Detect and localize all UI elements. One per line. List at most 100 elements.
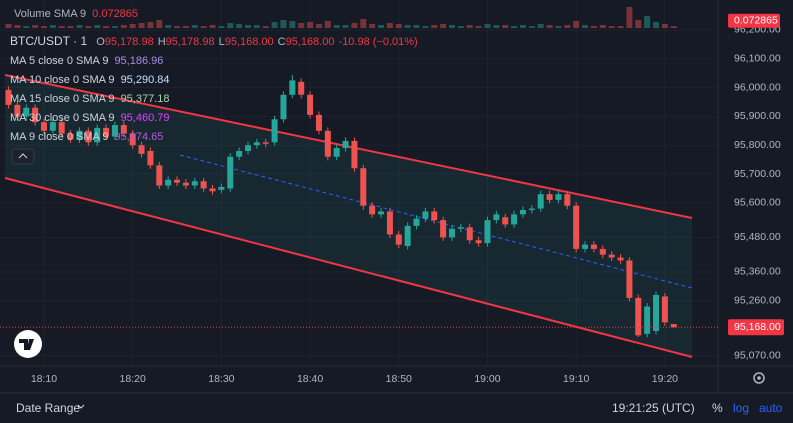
legend-item[interactable]: MA 10 close 0 SMA 9 95,290.84 <box>10 71 176 90</box>
volume-bar <box>502 25 509 28</box>
candle-body <box>156 165 163 186</box>
volume-bar <box>351 23 358 28</box>
collapse-button[interactable] <box>11 148 35 165</box>
candle-body <box>475 240 482 244</box>
settings-icon[interactable] <box>753 372 765 384</box>
volume-bar <box>395 24 402 28</box>
candle-body <box>608 254 615 258</box>
candle-body <box>457 227 464 229</box>
candle-body <box>103 127 110 137</box>
volume-bar <box>307 22 314 28</box>
volume-bar <box>546 25 553 28</box>
auto-toggle[interactable]: auto <box>759 401 783 415</box>
volume-bar <box>58 26 65 28</box>
volume-bar <box>590 26 597 28</box>
candle-body <box>209 188 216 192</box>
candle-body <box>555 194 562 200</box>
candle-body <box>307 94 314 115</box>
candle-body <box>324 130 331 157</box>
volume-name: Volume SMA 9 <box>14 8 87 20</box>
channel-fill <box>5 75 692 357</box>
volume-bar <box>200 26 207 28</box>
axes: 96,200.0096,100.0096,000.0095,900.0095,8… <box>0 13 784 385</box>
candle-body <box>493 214 500 221</box>
volume-sma-label: 0.072865 <box>734 14 778 26</box>
legend-name: MA 9 close 0 SMA 9 <box>10 131 109 143</box>
date-range[interactable]: Date Range <box>16 401 81 415</box>
plot-area <box>0 0 718 366</box>
volume-bar <box>32 25 39 28</box>
candle-body <box>528 208 535 211</box>
candles <box>5 74 677 338</box>
candle-body <box>546 194 553 200</box>
volume-bar <box>333 25 340 28</box>
y-tick-label: 95,360.00 <box>734 266 781 278</box>
volume-bar <box>129 24 136 28</box>
volume-bar <box>40 26 47 28</box>
volume-bar <box>227 23 234 28</box>
volume-bar <box>94 25 101 28</box>
volume-bar <box>626 7 633 28</box>
volume-bar <box>564 25 571 28</box>
volume-bar <box>537 24 544 28</box>
legend-item[interactable]: MA 30 close 0 SMA 9 95,460.79 <box>10 109 176 128</box>
tv-logo <box>14 330 42 358</box>
legend-item[interactable]: MA 9 close 0 SMA 9 95,374.65 <box>10 128 169 147</box>
volume-bar <box>404 25 411 28</box>
legend-name: MA 30 close 0 SMA 9 <box>10 112 115 124</box>
y-tick-label: 95,900.00 <box>734 110 781 122</box>
candle-body <box>40 122 47 131</box>
ohlc-key: L <box>218 36 225 48</box>
candle-body <box>32 107 39 123</box>
volume-bar <box>475 26 482 28</box>
volume-bar <box>449 25 455 28</box>
candle-body <box>360 168 367 206</box>
volume-bar <box>14 25 21 28</box>
log-toggle[interactable]: log <box>733 401 750 415</box>
candle-body <box>519 210 526 215</box>
candle-body <box>76 130 83 140</box>
candle-body <box>564 194 571 206</box>
y-tick-label: 96,000.00 <box>734 81 781 93</box>
volume-bar <box>440 24 447 28</box>
candle-body <box>138 145 145 154</box>
volume-bar <box>431 25 438 28</box>
legend-item[interactable]: MA 15 close 0 SMA 9 95,377.18 <box>10 90 176 109</box>
volume-bar <box>653 22 660 28</box>
x-tick-label: 19:10 <box>563 373 589 385</box>
candle-body <box>449 228 455 238</box>
legend-name: MA 5 close 0 SMA 9 <box>10 55 109 67</box>
percent-toggle[interactable]: % <box>712 401 723 415</box>
candle-body <box>315 114 322 131</box>
legend-value: 95,186.96 <box>114 55 164 67</box>
candle-body <box>23 107 30 117</box>
ohlc-key: C <box>277 36 286 48</box>
candle-body <box>431 211 438 221</box>
legend-name: MA 15 close 0 SMA 9 <box>10 93 115 105</box>
legend-value: 95,290.84 <box>120 74 170 86</box>
candle-body <box>582 244 589 249</box>
channel-lower <box>4 177 693 358</box>
legend-item[interactable]: MA 5 close 0 SMA 9 95,186.96 <box>10 52 169 71</box>
volume-bar <box>342 25 349 28</box>
volume-bar <box>315 24 322 28</box>
legend-value: 95,377.18 <box>120 93 170 105</box>
volume-bar <box>165 25 172 28</box>
candle-body <box>644 306 651 334</box>
candle-body <box>351 140 358 169</box>
candle-body <box>599 248 606 255</box>
y-tick-label: 95,700.00 <box>734 168 781 180</box>
y-tick-label: 95,800.00 <box>734 139 781 151</box>
candle-body <box>626 260 633 298</box>
volume-sma-box <box>728 13 780 28</box>
volume-bar <box>280 20 287 28</box>
volume-bar <box>23 26 30 28</box>
candle-body <box>537 194 544 209</box>
volume-bar <box>519 25 526 28</box>
candle-body <box>111 125 118 137</box>
volume-bar <box>76 25 83 28</box>
candle-body <box>244 145 251 151</box>
volume-bar <box>49 25 56 28</box>
candle-body <box>165 179 172 186</box>
x-tick-label: 18:30 <box>208 373 234 385</box>
